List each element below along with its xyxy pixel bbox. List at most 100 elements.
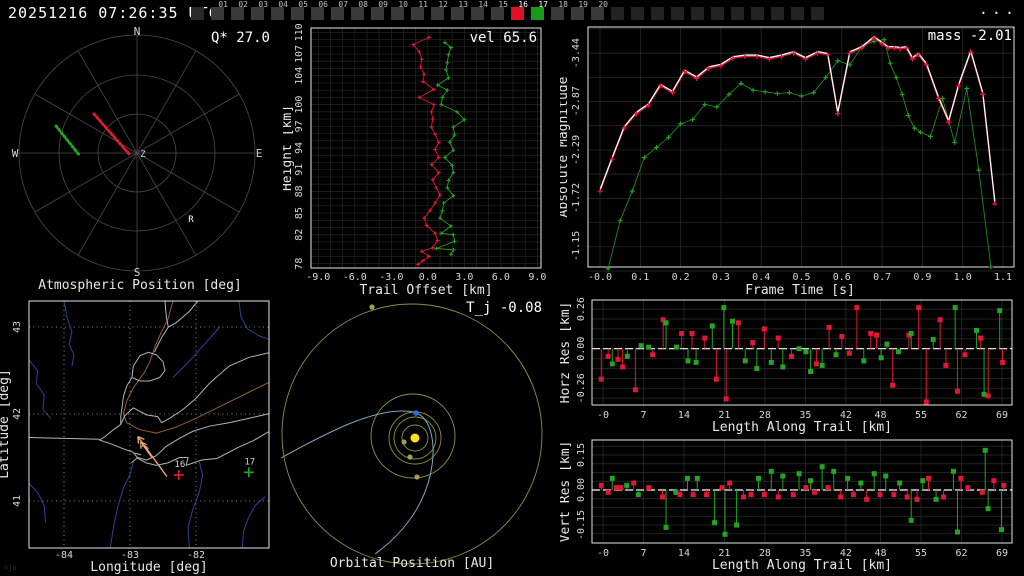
frame-square-02[interactable]: 02: [231, 1, 248, 20]
residual-marker: [713, 376, 719, 382]
residual-marker: [768, 359, 774, 365]
residual-marker: [878, 355, 884, 361]
x-axis-title: Trail Offset [km]: [359, 283, 492, 298]
overflow-menu[interactable]: ...: [978, 0, 1018, 18]
residual-marker: [790, 492, 796, 498]
frame-square-blank[interactable]: [771, 7, 784, 20]
frame-square-08[interactable]: 08: [351, 1, 368, 20]
panel-ground-map: 16 17 -84 -83 -82 41 42 43 Longitude [deg] Latitu…: [0, 296, 280, 576]
residual-marker: [890, 382, 896, 388]
residual-marker: [702, 335, 708, 341]
x-tick-label: 55: [915, 410, 927, 421]
frame-square-blank[interactable]: [651, 7, 664, 20]
frame-square-blank[interactable]: [611, 7, 624, 20]
frame-square-10[interactable]: 10: [391, 1, 408, 20]
frame-square-blank[interactable]: [751, 7, 764, 20]
residual-marker: [803, 485, 809, 491]
plot-frame: [591, 299, 1013, 406]
frame-square-blank[interactable]: [631, 7, 644, 20]
y-tick-label: 104: [294, 67, 305, 85]
residual-marker: [775, 494, 781, 500]
timestamp: 20251216 07:26:35 UTC: [8, 4, 219, 22]
panel-trail-offset: -9.0 -6.0 -3.0 0.0 3.0 6.0 9.0 78 82 85 88 91 94 97 10…: [283, 6, 557, 298]
y-tick-label: 0.00: [576, 478, 587, 502]
frame-square-09[interactable]: 09: [371, 1, 388, 20]
frame-square-03[interactable]: 03: [251, 1, 268, 20]
frame-square-05[interactable]: 05: [291, 1, 308, 20]
x-tick-label: 0.3: [712, 272, 730, 283]
residual-marker: [789, 353, 795, 359]
atmospheric-plot: N S W E Z R: [12, 25, 263, 279]
frame-square-12[interactable]: 12: [431, 1, 448, 20]
frame-square-blank[interactable]: [191, 7, 204, 20]
frame-square-04[interactable]: 04: [271, 1, 288, 20]
x-tick-label: 55: [915, 548, 927, 559]
frame-square-01[interactable]: 01: [211, 1, 228, 20]
frame-square-blank[interactable]: [731, 7, 744, 20]
y-tick-label: -0.26: [576, 373, 587, 403]
coastline: [131, 413, 269, 464]
series-red-markers: [411, 35, 442, 267]
river-line: [187, 461, 204, 548]
residual-marker: [808, 369, 814, 375]
planet-dot: [414, 474, 420, 480]
residual-marker: [761, 326, 767, 332]
coastline: [120, 352, 269, 425]
frame-square-18[interactable]: 18: [551, 1, 568, 20]
residual-marker: [735, 320, 741, 326]
frame-square-blank[interactable]: [691, 7, 704, 20]
plot-frame: [587, 26, 1015, 268]
frame-square-16[interactable]: 16: [511, 1, 528, 20]
frame-square-07[interactable]: 07: [331, 1, 348, 20]
residual-marker: [871, 471, 877, 477]
residual-marker: [874, 332, 880, 338]
series-green-markers: [605, 37, 994, 272]
residual-marker: [985, 506, 991, 512]
residual-marker: [722, 531, 728, 537]
residual-marker: [727, 480, 733, 486]
residual-marker: [780, 473, 786, 479]
frame-square-11[interactable]: 11: [411, 1, 428, 20]
frame-square-15[interactable]: 15: [491, 1, 508, 20]
residual-marker: [846, 350, 852, 356]
frame-square-blank[interactable]: [711, 7, 724, 20]
x-tick-label: 69: [996, 548, 1008, 559]
y-tick-label: -2.87: [571, 86, 582, 116]
residual-marker: [646, 485, 652, 491]
x-tick-label: 0.5: [792, 272, 810, 283]
frame-square-blank[interactable]: [671, 7, 684, 20]
frame-square-14[interactable]: 14: [471, 1, 488, 20]
residual-marker: [796, 346, 802, 352]
x-tick-label: 48: [875, 410, 887, 421]
frame-square-blank[interactable]: [811, 7, 824, 20]
frame-square-06[interactable]: 06: [311, 1, 328, 20]
residual-marker: [979, 489, 985, 495]
residual-marker: [831, 468, 837, 474]
trail-offset-plot: -9.0 -6.0 -3.0 0.0 3.0 6.0 9.0 78 82 85 88 91 94 97 10…: [283, 23, 546, 298]
coastline: [134, 452, 142, 456]
y-tick-label: 41: [12, 495, 23, 507]
residual-marker: [813, 361, 819, 367]
series-red-line: [412, 36, 441, 265]
frame-square-20[interactable]: 20: [591, 1, 608, 20]
frame-square-13[interactable]: 13: [451, 1, 468, 20]
residual-marker: [768, 468, 774, 474]
sun-dot: [410, 433, 420, 443]
residual-marker: [923, 399, 929, 405]
residual-marker: [609, 361, 615, 367]
y-tick-label: 110: [294, 23, 305, 41]
residual-marker: [748, 492, 754, 498]
residual-marker: [803, 349, 809, 355]
planet-orbit-4: [281, 303, 543, 565]
residual-marker: [826, 324, 832, 330]
residual-marker: [981, 391, 987, 397]
frame-square-19[interactable]: 19: [571, 1, 588, 20]
series-red-markers: [597, 35, 998, 207]
y-tick-label: 100: [294, 96, 305, 114]
frame-square-label: 17: [538, 0, 548, 9]
residual-marker: [854, 305, 860, 311]
series-green-line: [436, 42, 466, 255]
cardinal-south: S: [134, 266, 141, 279]
frame-square-17[interactable]: 17: [531, 1, 548, 20]
frame-square-blank[interactable]: [791, 7, 804, 20]
